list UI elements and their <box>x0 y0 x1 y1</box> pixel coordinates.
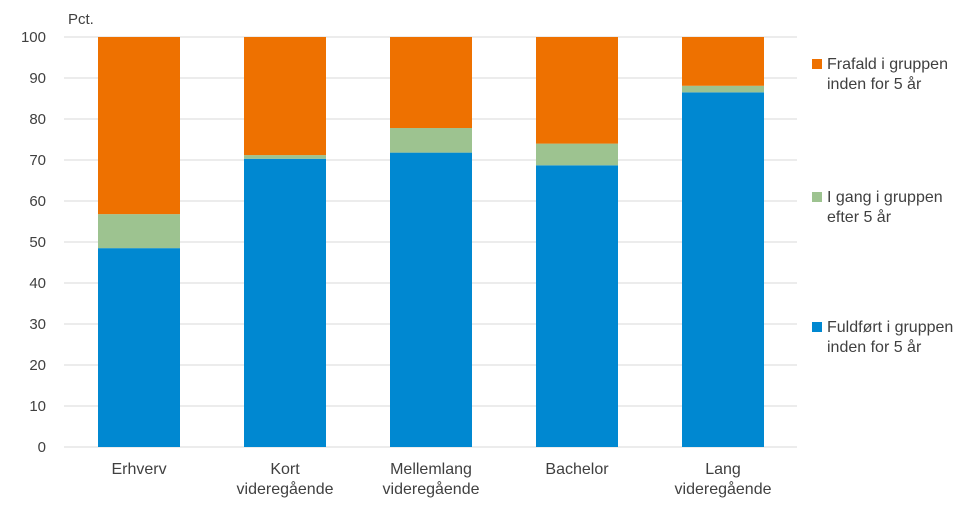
y-tick-label-90: 90 <box>29 70 46 87</box>
bar-segment-0-1 <box>98 214 180 249</box>
y-axis-ticks: 0 10 20 30 40 50 60 70 80 90 100 <box>21 29 46 456</box>
y-tick-label-100: 100 <box>21 29 46 46</box>
bar-segment-1-2 <box>244 37 326 156</box>
x-axis-labels: Erhverv Kort videregående Mellemlang videreg… <box>111 461 771 498</box>
legend-label-0: Frafald i gruppen inden for 5 år <box>827 56 948 93</box>
bar-segment-2-1 <box>390 128 472 153</box>
y-tick-label-60: 60 <box>29 193 46 210</box>
bar-segment-3-1 <box>536 143 618 166</box>
bar-segment-2-2 <box>390 37 472 129</box>
legend-label-2: Fuldført i gruppen inden for 5 år <box>827 319 953 356</box>
y-tick-label-10: 10 <box>29 398 46 415</box>
x-category-label-2: Mellemlang videregående <box>383 461 480 498</box>
x-category-label-1: Kort videregående <box>237 461 334 498</box>
bar-segment-1-1 <box>244 155 326 159</box>
y-unit-label: Pct. <box>68 11 94 28</box>
y-tick-label-20: 20 <box>29 357 46 374</box>
x-category-label-3: Bachelor <box>545 461 609 478</box>
y-tick-label-40: 40 <box>29 275 46 292</box>
legend: Frafald i gruppen inden for 5 år I gang i … <box>812 56 953 356</box>
bar-segment-4-1 <box>682 85 764 93</box>
legend-label-1: I gang i gruppen efter 5 år <box>827 189 943 226</box>
bar-segment-0-2 <box>98 37 180 215</box>
legend-swatch-2 <box>812 322 822 332</box>
bar-segment-3-0 <box>536 165 618 447</box>
bars <box>98 37 764 447</box>
legend-swatch-1 <box>812 192 822 202</box>
y-tick-label-0: 0 <box>38 439 46 456</box>
x-category-label-4: Lang videregående <box>675 461 772 498</box>
bar-segment-0-0 <box>98 248 180 447</box>
legend-swatch-0 <box>812 59 822 69</box>
bar-segment-3-2 <box>536 37 618 144</box>
x-category-label-0: Erhverv <box>111 461 166 478</box>
bar-segment-2-0 <box>390 152 472 447</box>
bar-segment-4-2 <box>682 37 764 86</box>
y-tick-label-80: 80 <box>29 111 46 128</box>
y-tick-label-50: 50 <box>29 234 46 251</box>
bar-segment-4-0 <box>682 92 764 447</box>
bar-segment-1-0 <box>244 158 326 447</box>
y-tick-label-70: 70 <box>29 152 46 169</box>
y-tick-label-30: 30 <box>29 316 46 333</box>
